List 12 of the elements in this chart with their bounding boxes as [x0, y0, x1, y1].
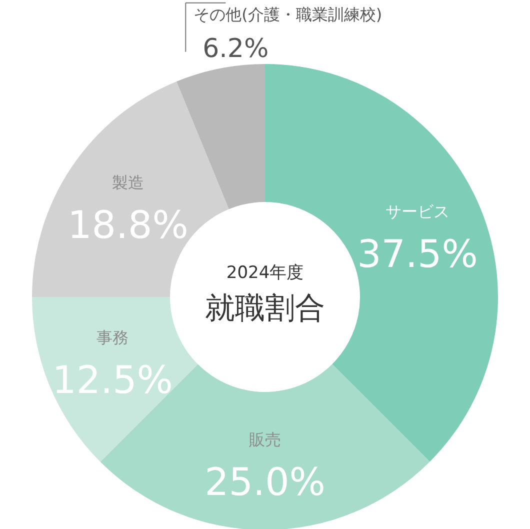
text: 就職割合	[205, 291, 325, 326]
slice-label: その他(介護・職業訓練校)	[194, 4, 382, 24]
donut-slice	[32, 297, 198, 462]
text: 2024年度	[226, 263, 304, 283]
slice-label: 販売	[249, 430, 281, 449]
data-label: 25.0%	[204, 460, 326, 504]
slice-label: サービス	[385, 202, 450, 221]
donut-slice	[176, 64, 265, 210]
data-label: 6.2%	[202, 34, 269, 64]
slice-label: 製造	[112, 173, 144, 192]
data-label: 37.5%	[357, 232, 478, 276]
slice-label: 事務	[96, 328, 129, 348]
